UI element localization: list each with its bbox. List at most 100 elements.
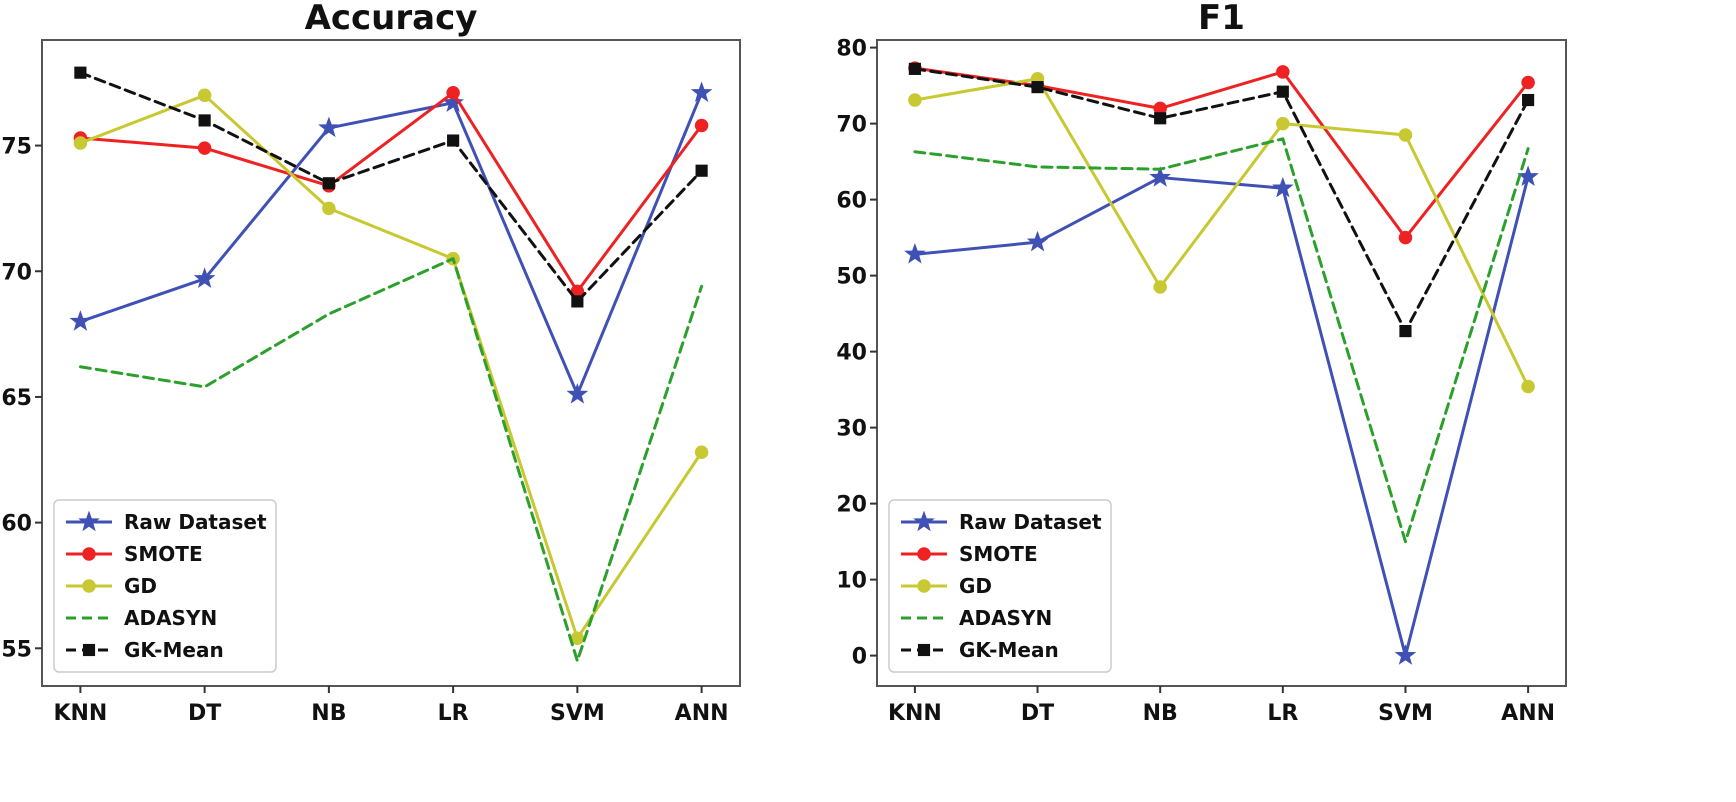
x-tick-label: ANN (675, 701, 729, 726)
legend-entry: ADASYN (124, 606, 217, 630)
data-point (1272, 176, 1294, 198)
f1-chart: F1 0 10 20 30 40 50 60 70 80 KNN DT NB LR SVM ANN Raw Da… (836, 0, 1567, 726)
data-point (1153, 280, 1167, 294)
x-tick-label: LR (438, 701, 469, 726)
series-line (913, 77, 1530, 389)
legend-entry: GK-Mean (959, 638, 1059, 662)
data-point (198, 114, 211, 127)
legend: Raw Dataset SMOTE GD ADASYN GK-Mean (888, 499, 1112, 673)
data-point (1398, 230, 1413, 245)
series-gk-mean (908, 62, 1535, 338)
y-tick-label: 30 (836, 417, 867, 442)
series-line (913, 175, 1530, 658)
data-point (566, 383, 589, 404)
data-point (1154, 112, 1167, 125)
x-tick-label: NB (311, 701, 346, 726)
x-tick-label: SVM (550, 701, 605, 726)
legend-entry: SMOTE (124, 542, 203, 566)
data-point (322, 177, 335, 190)
accuracy-chart: Accuracy 55 60 65 70 75 KNN DT NB LR SVM ANN Raw Dat… (1, 0, 741, 726)
series-gd (73, 88, 709, 645)
y-tick-label: 65 (1, 386, 32, 411)
data-point (570, 631, 585, 645)
data-point (197, 141, 212, 155)
x-tick-label: DT (1021, 701, 1054, 726)
legend-marker (917, 579, 931, 593)
y-tick-label: 10 (836, 569, 867, 594)
data-point (197, 88, 212, 103)
series-line (78, 91, 704, 396)
y-tick-label: 60 (1, 512, 32, 537)
x-tick-label: LR (1267, 701, 1298, 726)
series-line (78, 71, 704, 303)
series-line (78, 257, 704, 663)
series-smote (73, 86, 709, 299)
data-point (1276, 65, 1290, 79)
data-point (908, 62, 921, 75)
data-point (1276, 85, 1289, 98)
legend-entry: SMOTE (959, 542, 1038, 566)
data-point (1153, 101, 1167, 116)
series-adasyn (78, 257, 704, 663)
data-point (69, 310, 92, 331)
legend-entry: GK-Mean (124, 638, 224, 662)
series-line (78, 93, 704, 640)
data-point (1276, 116, 1290, 131)
series-gk-mean (74, 66, 708, 308)
data-point (1394, 644, 1417, 665)
y-tick-label: 20 (836, 493, 867, 518)
legend-entry: Raw Dataset (959, 510, 1102, 534)
legend-box (888, 499, 1112, 673)
series-raw-dataset (69, 81, 713, 404)
data-point (571, 295, 584, 308)
data-point (193, 267, 216, 288)
data-point (904, 242, 926, 264)
data-point (1149, 166, 1171, 187)
legend-marker (82, 643, 96, 657)
chart-title: Accuracy (305, 0, 478, 38)
axes-frame (876, 39, 1567, 687)
legend-entry: Raw Dataset (124, 510, 267, 534)
legend-entry: ADASYN (959, 606, 1052, 630)
x-tick-label: KNN (53, 701, 107, 726)
x-tick-label: KNN (888, 701, 942, 726)
y-tick-label: 40 (836, 341, 867, 366)
data-point (322, 201, 336, 216)
x-tick-label: DT (188, 701, 221, 726)
data-point (1522, 93, 1535, 107)
legend-marker (917, 547, 931, 561)
data-point (74, 66, 87, 79)
data-point (695, 164, 708, 177)
data-point (908, 93, 922, 107)
data-point (1521, 379, 1535, 394)
legend-marker (913, 510, 935, 532)
legend-entry: GD (959, 574, 992, 598)
chart-title: F1 (1198, 0, 1245, 38)
data-point (73, 136, 88, 150)
y-tick-label: 70 (836, 113, 867, 138)
legend-box (53, 499, 277, 673)
x-tick-label: NB (1143, 701, 1178, 726)
series-line (913, 137, 1530, 544)
data-point (694, 118, 709, 133)
legend-marker (82, 547, 96, 561)
x-tick-label: ANN (1501, 701, 1555, 726)
data-point (318, 116, 340, 138)
legend-marker (917, 643, 931, 657)
data-point (690, 81, 713, 102)
data-point (1398, 128, 1413, 142)
legend-entry: GD (124, 574, 157, 598)
y-tick-label: 55 (1, 637, 32, 662)
series-line (78, 91, 704, 293)
series-adasyn (913, 137, 1530, 544)
y-tick-label: 75 (1, 135, 32, 160)
legend-marker (82, 579, 96, 593)
data-point (1026, 230, 1049, 252)
data-point (1399, 325, 1412, 338)
x-tick-label: SVM (1378, 701, 1433, 726)
series-line (913, 67, 1530, 333)
y-tick-label: 50 (836, 265, 867, 290)
series-gd (908, 72, 1535, 394)
legend-marker (78, 510, 100, 532)
